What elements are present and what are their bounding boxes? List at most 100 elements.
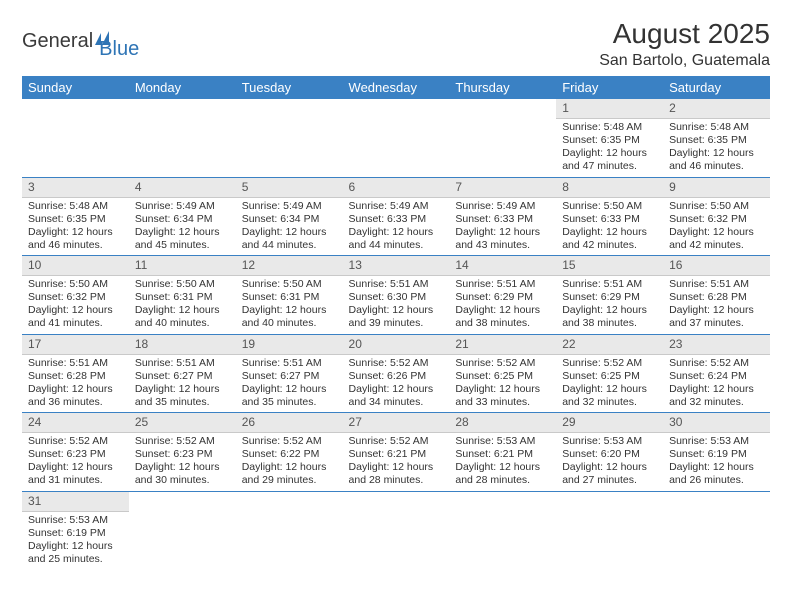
- sunset-line: Sunset: 6:35 PM: [562, 134, 657, 147]
- sunrise-line: Sunrise: 5:53 AM: [455, 435, 550, 448]
- day-number: 15: [556, 256, 663, 276]
- sunrise-line: Sunrise: 5:50 AM: [562, 200, 657, 213]
- sunrise-line: Sunrise: 5:53 AM: [28, 514, 123, 527]
- weekday-header-row: SundayMondayTuesdayWednesdayThursdayFrid…: [22, 76, 770, 99]
- day-cell: Sunrise: 5:52 AMSunset: 6:22 PMDaylight:…: [236, 433, 343, 492]
- day-cell: Sunrise: 5:50 AMSunset: 6:33 PMDaylight:…: [556, 197, 663, 256]
- empty-cell: [663, 511, 770, 569]
- empty-cell: [129, 99, 236, 119]
- day-number: 7: [449, 177, 556, 197]
- day-number: 9: [663, 177, 770, 197]
- sunrise-line: Sunrise: 5:51 AM: [455, 278, 550, 291]
- sunset-line: Sunset: 6:33 PM: [349, 213, 444, 226]
- day-number: 22: [556, 334, 663, 354]
- day-cell: Sunrise: 5:49 AMSunset: 6:33 PMDaylight:…: [449, 197, 556, 256]
- daylight-line-2: and 37 minutes.: [669, 317, 764, 330]
- day-number: 24: [22, 413, 129, 433]
- daylight-line-2: and 25 minutes.: [28, 553, 123, 566]
- day-number: 6: [343, 177, 450, 197]
- sunrise-line: Sunrise: 5:52 AM: [28, 435, 123, 448]
- sunrise-line: Sunrise: 5:49 AM: [135, 200, 230, 213]
- day-number: 13: [343, 256, 450, 276]
- sunrise-line: Sunrise: 5:52 AM: [562, 357, 657, 370]
- daylight-line-1: Daylight: 12 hours: [349, 226, 444, 239]
- daylight-line-1: Daylight: 12 hours: [455, 226, 550, 239]
- day-cell: Sunrise: 5:48 AMSunset: 6:35 PMDaylight:…: [22, 197, 129, 256]
- brand-logo: General Blue: [22, 18, 139, 61]
- daylight-line-2: and 43 minutes.: [455, 239, 550, 252]
- day-cell: Sunrise: 5:51 AMSunset: 6:27 PMDaylight:…: [129, 354, 236, 413]
- daylight-line-2: and 39 minutes.: [349, 317, 444, 330]
- daylight-line-2: and 44 minutes.: [349, 239, 444, 252]
- sunset-line: Sunset: 6:21 PM: [349, 448, 444, 461]
- day-cell: Sunrise: 5:50 AMSunset: 6:31 PMDaylight:…: [236, 276, 343, 335]
- daylight-line-2: and 28 minutes.: [455, 474, 550, 487]
- daylight-line-1: Daylight: 12 hours: [135, 383, 230, 396]
- sunrise-line: Sunrise: 5:50 AM: [669, 200, 764, 213]
- sunrise-line: Sunrise: 5:53 AM: [562, 435, 657, 448]
- day-cell: Sunrise: 5:52 AMSunset: 6:24 PMDaylight:…: [663, 354, 770, 413]
- sunset-line: Sunset: 6:31 PM: [242, 291, 337, 304]
- daylight-line-2: and 34 minutes.: [349, 396, 444, 409]
- location: San Bartolo, Guatemala: [599, 52, 770, 70]
- empty-cell: [343, 119, 450, 178]
- day-cell: Sunrise: 5:53 AMSunset: 6:21 PMDaylight:…: [449, 433, 556, 492]
- daylight-line-2: and 42 minutes.: [562, 239, 657, 252]
- sunrise-line: Sunrise: 5:48 AM: [562, 121, 657, 134]
- sunset-line: Sunset: 6:29 PM: [455, 291, 550, 304]
- day-number: 20: [343, 334, 450, 354]
- sunrise-line: Sunrise: 5:52 AM: [135, 435, 230, 448]
- sunrise-line: Sunrise: 5:53 AM: [669, 435, 764, 448]
- daylight-line-2: and 32 minutes.: [669, 396, 764, 409]
- calendar-body: 12Sunrise: 5:48 AMSunset: 6:35 PMDayligh…: [22, 99, 770, 569]
- sunset-line: Sunset: 6:34 PM: [135, 213, 230, 226]
- sunset-line: Sunset: 6:22 PM: [242, 448, 337, 461]
- sunrise-line: Sunrise: 5:51 AM: [135, 357, 230, 370]
- daylight-line-1: Daylight: 12 hours: [28, 383, 123, 396]
- sunrise-line: Sunrise: 5:49 AM: [455, 200, 550, 213]
- empty-cell: [343, 511, 450, 569]
- daynum-row: 24252627282930: [22, 413, 770, 433]
- day-cell: Sunrise: 5:51 AMSunset: 6:28 PMDaylight:…: [22, 354, 129, 413]
- empty-cell: [449, 99, 556, 119]
- daylight-line-2: and 29 minutes.: [242, 474, 337, 487]
- day-cell: Sunrise: 5:52 AMSunset: 6:25 PMDaylight:…: [556, 354, 663, 413]
- sunset-line: Sunset: 6:28 PM: [28, 370, 123, 383]
- day-number: 3: [22, 177, 129, 197]
- daylight-line-2: and 45 minutes.: [135, 239, 230, 252]
- empty-cell: [556, 491, 663, 511]
- daylight-line-2: and 44 minutes.: [242, 239, 337, 252]
- empty-cell: [129, 511, 236, 569]
- day-cell: Sunrise: 5:53 AMSunset: 6:19 PMDaylight:…: [22, 511, 129, 569]
- sunrise-line: Sunrise: 5:51 AM: [349, 278, 444, 291]
- day-cell: Sunrise: 5:48 AMSunset: 6:35 PMDaylight:…: [663, 119, 770, 178]
- day-cell: Sunrise: 5:53 AMSunset: 6:20 PMDaylight:…: [556, 433, 663, 492]
- brand-part2: Blue: [99, 22, 139, 61]
- sunrise-line: Sunrise: 5:51 AM: [669, 278, 764, 291]
- daylight-line-1: Daylight: 12 hours: [28, 540, 123, 553]
- empty-cell: [236, 511, 343, 569]
- weekday-header: Friday: [556, 76, 663, 99]
- day-number: 17: [22, 334, 129, 354]
- weekday-header: Sunday: [22, 76, 129, 99]
- daylight-line-1: Daylight: 12 hours: [135, 304, 230, 317]
- daylight-line-2: and 40 minutes.: [242, 317, 337, 330]
- daylight-line-1: Daylight: 12 hours: [349, 461, 444, 474]
- sunset-line: Sunset: 6:28 PM: [669, 291, 764, 304]
- daylight-line-1: Daylight: 12 hours: [242, 304, 337, 317]
- sunrise-line: Sunrise: 5:49 AM: [242, 200, 337, 213]
- day-cell: Sunrise: 5:49 AMSunset: 6:34 PMDaylight:…: [129, 197, 236, 256]
- day-cell: Sunrise: 5:51 AMSunset: 6:27 PMDaylight:…: [236, 354, 343, 413]
- day-cell: Sunrise: 5:49 AMSunset: 6:33 PMDaylight:…: [343, 197, 450, 256]
- weekday-header: Tuesday: [236, 76, 343, 99]
- day-cell: Sunrise: 5:51 AMSunset: 6:30 PMDaylight:…: [343, 276, 450, 335]
- day-number: 30: [663, 413, 770, 433]
- sunrise-line: Sunrise: 5:49 AM: [349, 200, 444, 213]
- day-cell: Sunrise: 5:52 AMSunset: 6:26 PMDaylight:…: [343, 354, 450, 413]
- daylight-line-2: and 30 minutes.: [135, 474, 230, 487]
- day-cell: Sunrise: 5:50 AMSunset: 6:32 PMDaylight:…: [22, 276, 129, 335]
- daylight-line-1: Daylight: 12 hours: [28, 226, 123, 239]
- sunrise-line: Sunrise: 5:52 AM: [455, 357, 550, 370]
- daylight-line-2: and 35 minutes.: [242, 396, 337, 409]
- header: General Blue August 2025 San Bartolo, Gu…: [22, 18, 770, 70]
